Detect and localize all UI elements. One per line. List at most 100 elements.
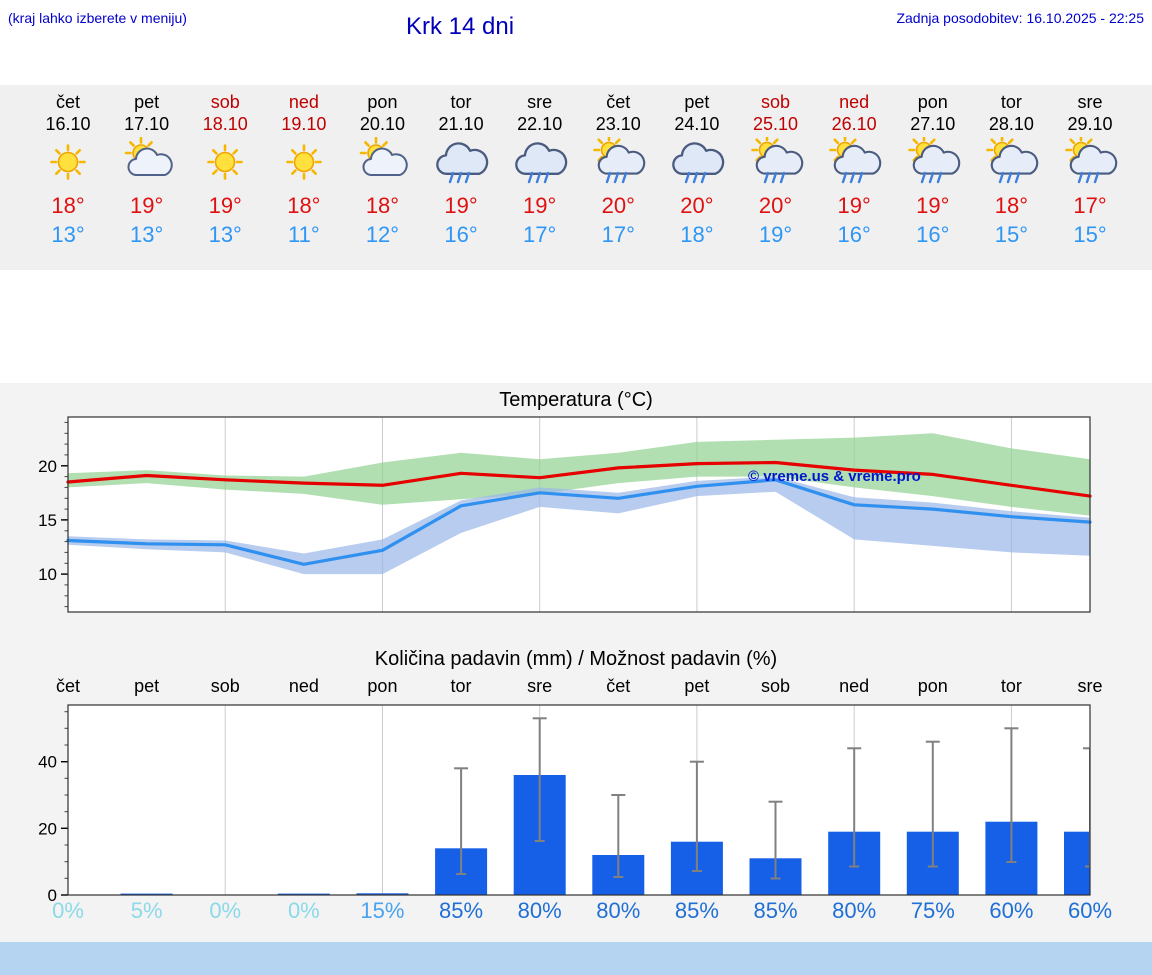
precip-probability-label: 0% xyxy=(52,898,84,923)
precip-day-label: pon xyxy=(367,676,398,696)
precip-probability-label: 15% xyxy=(360,898,405,923)
day-date: 18.10 xyxy=(202,114,248,134)
precip-day-label: ned xyxy=(288,676,319,696)
svg-text:20: 20 xyxy=(38,457,57,476)
day-date: 17.10 xyxy=(124,114,170,134)
day-date: 28.10 xyxy=(988,114,1034,134)
precip-probability-label: 80% xyxy=(832,898,877,923)
suncloud-weather-icon xyxy=(341,137,423,191)
precipitation-day-labels: čet pet sob ned pon tor sre čet pet sob ned pon tor s… xyxy=(0,676,1152,698)
precip-day-label: tor xyxy=(450,676,472,696)
precip-probability-label: 5% xyxy=(130,898,163,923)
temperature-chart: 10 15 20 © vreme.us & vreme.pro xyxy=(38,416,1092,613)
svg-text:10: 10 xyxy=(38,565,57,584)
day-name: pet xyxy=(684,92,710,112)
forecast-day-23.10: čet 23.10 20° 17° xyxy=(577,91,659,247)
day-date: 22.10 xyxy=(517,114,563,134)
precip-day-label: pon xyxy=(917,676,948,696)
day-date: 16.10 xyxy=(45,114,91,134)
low-temp: 15° xyxy=(1073,222,1107,247)
sunrain-weather-icon xyxy=(892,137,974,191)
day-name: pet xyxy=(134,92,160,112)
svg-text:20: 20 xyxy=(38,819,57,838)
high-temp: 19° xyxy=(208,193,242,218)
precip-day-label: sob xyxy=(210,676,240,696)
precip-day-label: čet xyxy=(606,676,631,696)
low-temp: 16° xyxy=(837,222,871,247)
day-date: 23.10 xyxy=(595,114,641,134)
precip-day-label: tor xyxy=(1000,676,1022,696)
forecast-strip: čet 16.10 18° 13° pet 17.10 19° 13° sob 18.10 19° 1… xyxy=(0,85,1152,270)
day-name: ned xyxy=(839,92,870,112)
low-temp: 13° xyxy=(129,222,164,247)
high-temp: 17° xyxy=(1073,193,1107,218)
day-name: sob xyxy=(761,92,791,112)
day-date: 29.10 xyxy=(1067,114,1113,134)
day-date: 25.10 xyxy=(753,114,799,134)
precip-day-label: sre xyxy=(1077,676,1103,696)
low-temp: 12° xyxy=(365,222,400,247)
low-temp: 13° xyxy=(51,222,85,247)
watermark: © vreme.us & vreme.pro xyxy=(748,468,921,485)
day-name: čet xyxy=(55,92,80,112)
footer-bar xyxy=(0,942,1152,975)
day-name: pon xyxy=(367,92,398,112)
forecast-day-19.10: ned 19.10 18° 11° xyxy=(263,91,345,247)
sunrain-weather-icon xyxy=(735,137,817,191)
precip-probability-label: 60% xyxy=(1067,898,1113,923)
day-name: čet xyxy=(606,92,631,112)
rain-weather-icon xyxy=(656,137,738,191)
low-temp: 13° xyxy=(208,222,242,247)
day-name: sre xyxy=(527,92,553,112)
temperature-section: Temperatura (°C) 10 15 20 © vreme.us & vrem… xyxy=(0,383,1152,640)
day-name: sre xyxy=(1077,92,1103,112)
precip-day-label: pet xyxy=(684,676,710,696)
precip-probability-label: 85% xyxy=(753,898,798,923)
forecast-day-26.10: ned 26.10 19° 16° xyxy=(813,91,895,247)
sun-weather-icon xyxy=(263,137,345,191)
temperature-chart-title: Temperatura (°C) xyxy=(499,389,653,411)
low-temp: 15° xyxy=(994,222,1029,247)
precip-probability-label: 80% xyxy=(596,898,641,923)
high-temp: 19° xyxy=(837,193,871,218)
low-temp: 17° xyxy=(523,222,557,247)
precipitation-probability-row: 0% 5% 0% 0% 15% 85% 80% 80% 85% 85% 80% 75% 60% 60% xyxy=(0,898,1152,930)
forecast-day-28.10: tor 28.10 18° 15° xyxy=(970,91,1052,247)
svg-text:0: 0 xyxy=(48,886,57,902)
svg-text:15: 15 xyxy=(38,511,57,530)
precipitation-chart-title: Količina padavin (mm) / Možnost padavin … xyxy=(374,648,778,670)
site-note: (kraj lahko izberete v meniju) xyxy=(8,10,187,26)
day-date: 19.10 xyxy=(281,114,327,134)
forecast-day-20.10: pon 20.10 18° 12° xyxy=(341,91,423,247)
precip-probability-label: 0% xyxy=(287,898,320,923)
low-temp: 17° xyxy=(601,222,635,247)
high-temp: 18° xyxy=(51,193,85,218)
forecast-day-25.10: sob 25.10 20° 19° xyxy=(735,91,817,247)
precip-probability-label: 80% xyxy=(517,898,562,923)
page-title: Krk 14 dni xyxy=(405,13,515,40)
day-name: tor xyxy=(1000,92,1022,112)
high-temp: 19° xyxy=(523,193,557,218)
precip-probability-label: 85% xyxy=(674,898,719,923)
day-date: 21.10 xyxy=(438,114,484,134)
day-name: sob xyxy=(210,92,240,112)
low-temp: 19° xyxy=(758,222,793,247)
high-temp: 19° xyxy=(129,193,164,218)
precip-day-label: pet xyxy=(134,676,160,696)
low-temp: 16° xyxy=(916,222,950,247)
high-temp: 20° xyxy=(601,193,635,218)
low-temp: 16° xyxy=(444,222,478,247)
forecast-day-18.10: sob 18.10 19° 13° xyxy=(184,91,266,247)
sun-weather-icon xyxy=(27,137,109,191)
forecast-day-27.10: pon 27.10 19° 16° xyxy=(892,91,974,247)
precip-probability-label: 0% xyxy=(209,898,242,923)
forecast-day-22.10: sre 22.10 19° 17° xyxy=(499,91,581,247)
precipitation-chart: 0 20 40 xyxy=(38,704,1091,902)
day-name: pon xyxy=(917,92,948,112)
high-temp: 18° xyxy=(994,193,1029,218)
low-temp: 11° xyxy=(288,222,320,247)
high-temp: 20° xyxy=(680,193,714,218)
precip-day-label: ned xyxy=(839,676,870,696)
high-temp: 18° xyxy=(287,193,321,218)
